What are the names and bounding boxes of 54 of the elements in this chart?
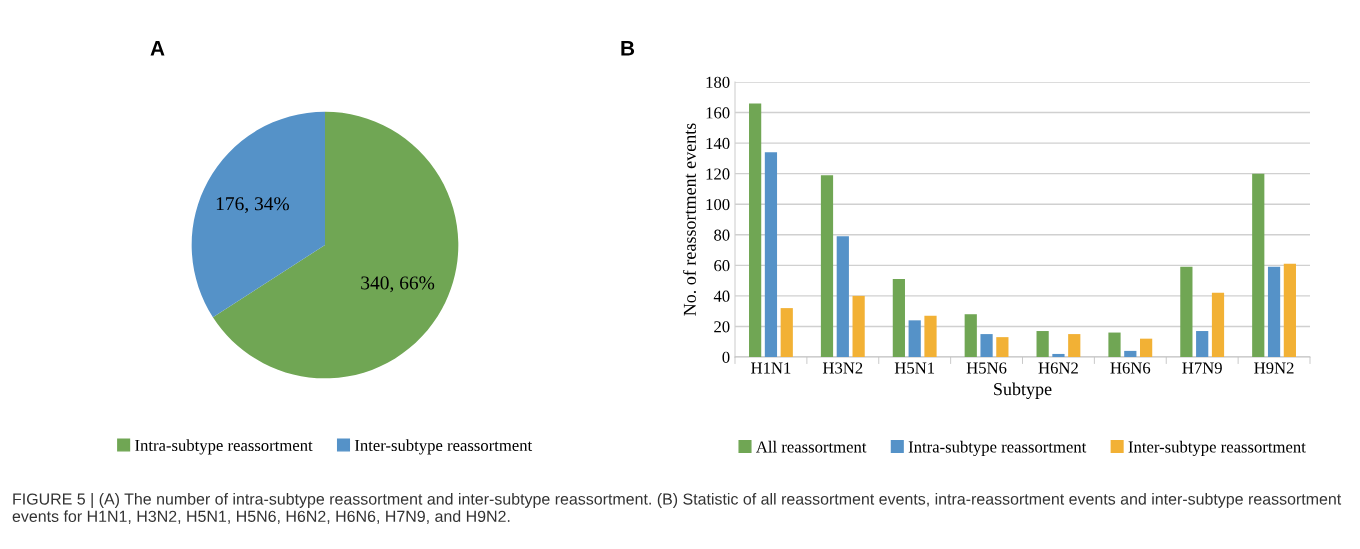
bar [1267,266,1281,357]
caption: FIGURE 5 | (A) The number of intra-subtype reassortment and inter-subtype reassortment. (B) Statistic of all reassortment events, intra-reassortment events and inter-subtype reassortment events for H1N1, H3N2, H5N1, H5N6, H6N2, H6N6, H7N9, and H9N2. [12,493,1342,524]
y-tick-label: 20 [714,321,730,333]
legend-label: Inter-subtype reassortment [1128,440,1306,457]
y-tick-label: 120 [706,168,730,180]
bar [1180,266,1193,357]
bar [836,236,849,357]
y-tick-label: 0 [722,351,730,363]
legend-label: Intra-subtype reassortment [908,440,1087,457]
bar [1036,331,1049,357]
bar [852,295,865,357]
y-tick-label: 180 [706,76,730,88]
bar [764,152,778,357]
bar [1052,353,1065,357]
bar [780,308,793,357]
bar [996,337,1009,357]
legend-label: Intra-subtype reassortment [135,439,313,455]
bar [964,314,977,357]
bar [908,320,921,357]
x-tick-label: H6N6 [1110,362,1151,374]
chart-title: B [621,41,635,56]
bar [892,279,905,357]
x-tick-label: H9N2 [1254,362,1294,374]
bar [1108,332,1121,357]
x-tick-label: H6N2 [1038,362,1078,374]
x-axis-title: Subtype [994,382,1052,399]
y-tick-label: 80 [714,229,730,241]
data-label: 340, 66% [361,276,435,293]
chart-title: A [150,41,165,56]
y-tick-label: 60 [714,260,730,272]
bar [1140,338,1153,357]
x-tick-label: H7N9 [1182,362,1222,374]
bar [1211,292,1225,357]
x-tick-label: H5N6 [966,362,1007,374]
x-tick-label: H3N2 [822,362,863,374]
data-label: 176, 34% [216,197,290,214]
bar [1068,334,1081,357]
y-tick-label: 160 [706,107,730,119]
bar [820,175,834,357]
y-tick-label: 100 [706,198,730,211]
legend-label: All reassortment [756,440,867,453]
y-tick-label: 40 [713,290,730,302]
bar [1124,350,1137,357]
bar [749,103,762,357]
x-tick-label: H5N1 [894,362,935,374]
x-tick-label: H1N1 [751,362,791,374]
legend-label: Inter-subtype reassortment [354,439,533,455]
bar [980,334,993,357]
bar [1196,331,1209,357]
y-tick-label: 140 [706,137,730,150]
bar [1252,173,1265,357]
bar [924,315,937,357]
bar [1283,263,1296,357]
y-axis-title: No. of reassortment events [683,123,696,316]
